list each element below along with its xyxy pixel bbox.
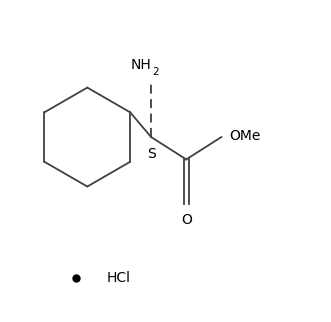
Text: O: O <box>181 213 192 227</box>
Text: NH: NH <box>130 58 151 72</box>
Text: HCl: HCl <box>107 270 130 285</box>
Text: OMe: OMe <box>229 129 261 143</box>
Text: S: S <box>147 147 156 161</box>
Text: 2: 2 <box>153 67 159 77</box>
